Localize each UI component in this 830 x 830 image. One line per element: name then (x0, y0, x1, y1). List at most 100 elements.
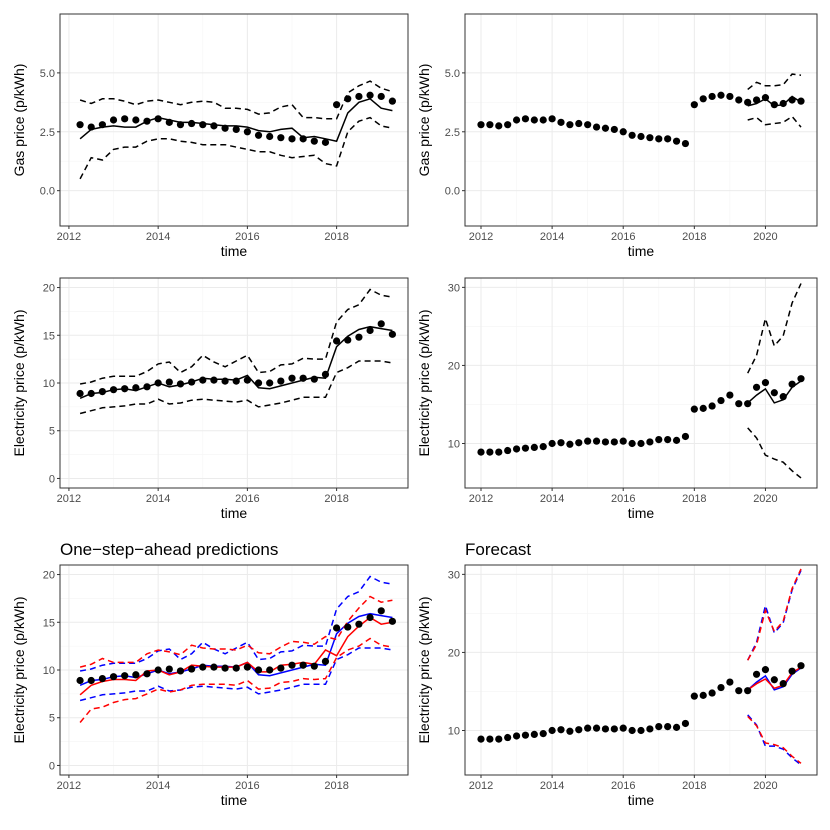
data-point (575, 119, 583, 128)
data-point (109, 673, 118, 681)
data-point (310, 375, 318, 383)
data-point (310, 662, 318, 670)
x-axis-title: time (221, 243, 248, 259)
data-point (664, 135, 672, 143)
data-point (98, 674, 106, 683)
data-point (277, 134, 285, 142)
data-point (575, 439, 583, 447)
x-tick-label: 2016 (611, 780, 635, 792)
x-tick-label: 2020 (753, 780, 777, 792)
series-line-lower (79, 360, 393, 415)
x-axis-title: time (628, 505, 655, 521)
y-axis-title: Gas price (p/kWh) (416, 64, 432, 177)
data-point (779, 393, 787, 401)
data-point (76, 121, 84, 129)
elec-forecast-panel: 2012 2014 2016 2018 2020 10 20 30 time Electricit… (416, 277, 818, 521)
series-line-upper (79, 80, 393, 120)
data-point (495, 735, 503, 743)
data-point (121, 385, 129, 393)
x-tick-label: 2012 (57, 780, 81, 792)
data-point (321, 370, 330, 379)
x-tick-label: 2018 (324, 780, 348, 792)
data-point (788, 96, 796, 104)
data-point (486, 448, 494, 456)
data-point (333, 101, 341, 109)
series-line-blue-upper (79, 575, 393, 672)
x-axis-title: time (628, 243, 655, 259)
data-point (154, 379, 162, 387)
data-point (221, 377, 229, 385)
data-point (87, 676, 95, 685)
data-point (699, 95, 707, 103)
data-point (321, 138, 330, 146)
data-point (210, 376, 218, 384)
data-point (717, 91, 725, 99)
y-axis-title: Electricity price (p/kWh) (11, 596, 27, 743)
data-point (744, 687, 752, 695)
data-point (199, 121, 207, 129)
x-tick-label: 2020 (753, 231, 777, 243)
data-point (199, 376, 207, 384)
data-point (539, 730, 547, 738)
y-tick-label: 2.5 (445, 127, 460, 139)
data-point (521, 731, 530, 739)
x-tick-label: 2016 (235, 493, 259, 505)
y-tick-label: 20 (43, 283, 55, 295)
data-point (672, 436, 681, 444)
data-point (717, 683, 725, 692)
data-point (355, 333, 363, 341)
data-point (504, 446, 512, 455)
x-tick-label: 2012 (469, 231, 493, 243)
y-tick-label: 2.5 (40, 127, 55, 139)
data-point (254, 666, 263, 674)
data-point (548, 115, 556, 123)
data-point (388, 617, 396, 625)
data-point (76, 389, 84, 398)
data-point (735, 400, 743, 408)
data-point (132, 384, 140, 392)
data-point (121, 672, 129, 680)
data-point (266, 379, 274, 387)
data-point (188, 665, 196, 673)
data-point (221, 124, 229, 132)
y-axis-title: Electricity price (p/kWh) (416, 309, 432, 456)
data-point (548, 439, 556, 448)
data-point (584, 724, 592, 732)
data-point (708, 689, 716, 697)
data-point (232, 377, 240, 385)
data-point (530, 730, 538, 739)
data-point (355, 620, 363, 628)
data-point (477, 735, 485, 743)
data-point (504, 121, 512, 129)
x-tick-label: 2020 (753, 493, 777, 505)
data-point (770, 389, 778, 397)
data-point (681, 432, 690, 441)
x-tick-label: 2016 (611, 231, 635, 243)
data-point (355, 92, 363, 101)
data-point (566, 121, 574, 129)
data-point (797, 375, 805, 383)
y-tick-label: 5 (49, 713, 55, 725)
data-point (299, 374, 307, 382)
data-point (726, 391, 734, 399)
data-point (735, 687, 743, 695)
data-point (512, 445, 521, 453)
data-point (254, 131, 263, 139)
data-point (121, 115, 129, 123)
panel-title: One−step−ahead predictions (60, 540, 278, 559)
gas-fit-panel: 2012 2014 2016 2018 0.0 2.5 5.0 time Gas price (… (11, 13, 409, 259)
data-point (655, 722, 663, 731)
series-line-lower (747, 115, 802, 128)
x-tick-label: 2012 (469, 493, 493, 505)
data-point (628, 439, 636, 448)
data-point (232, 125, 240, 134)
data-point (539, 443, 547, 451)
data-point (495, 122, 503, 130)
y-axis-title: Gas price (p/kWh) (11, 64, 27, 177)
data-point (87, 123, 95, 131)
data-point (143, 117, 151, 125)
x-tick-label: 2018 (682, 493, 706, 505)
data-point (779, 99, 787, 108)
data-point (109, 116, 118, 124)
data-point (752, 670, 761, 678)
